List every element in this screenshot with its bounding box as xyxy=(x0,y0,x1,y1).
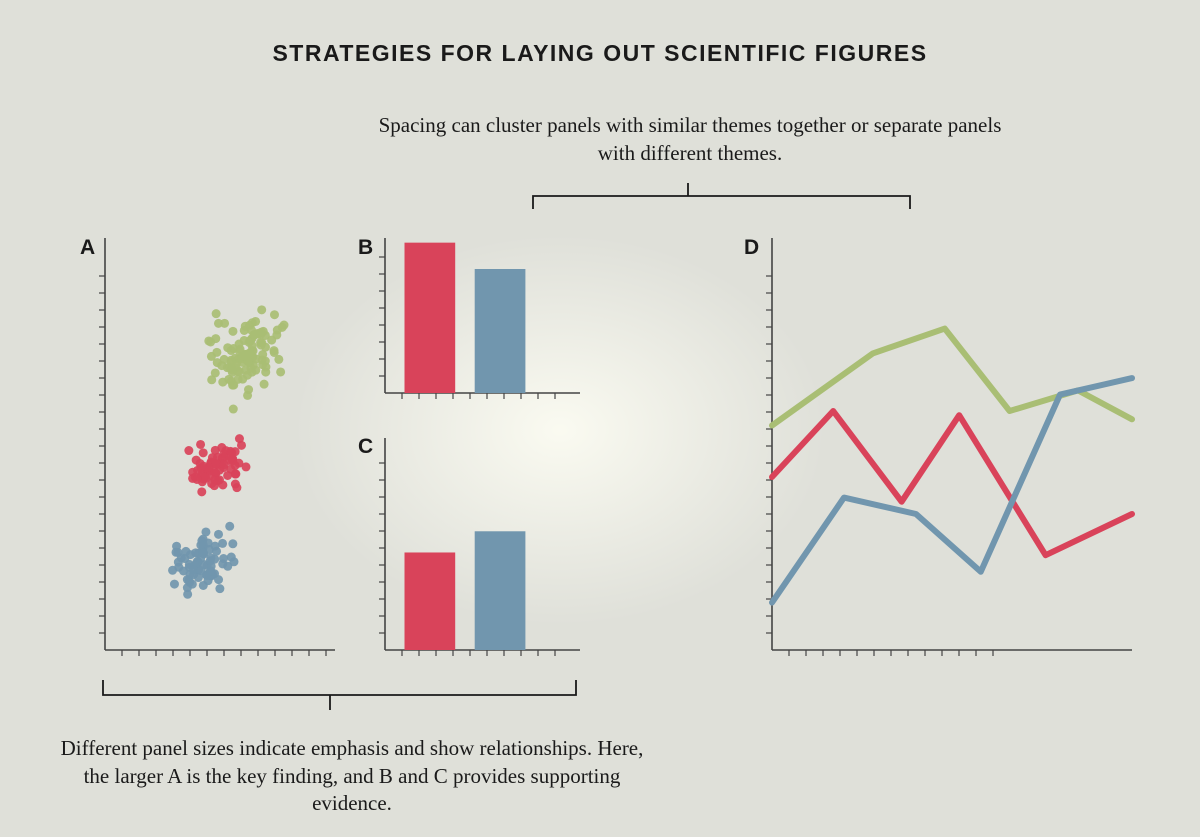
brackets xyxy=(0,0,1200,837)
